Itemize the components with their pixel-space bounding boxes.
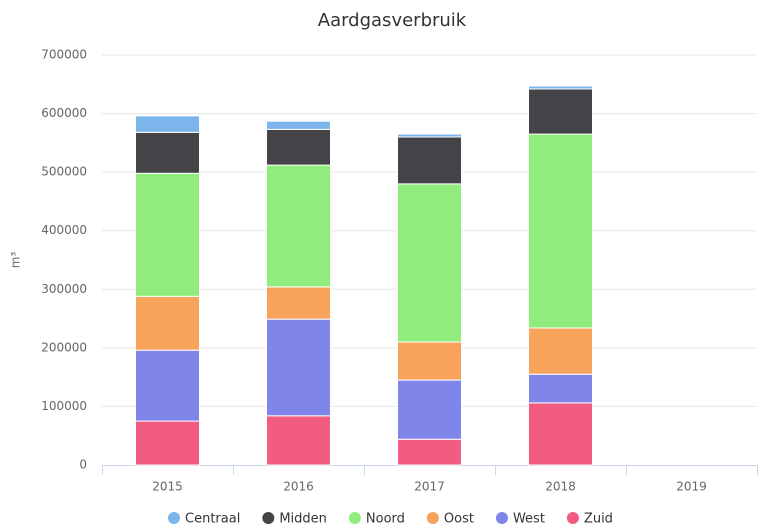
bar-segment (266, 164, 331, 288)
legend-label: Centraal (185, 512, 240, 527)
y-tick-label: 400000 (41, 223, 87, 237)
y-tick-label: 600000 (41, 106, 87, 120)
y-axis-title: m³ (9, 252, 23, 269)
legend-marker (348, 512, 361, 524)
y-tick-label: 300000 (41, 282, 87, 296)
bar-segment (135, 172, 200, 297)
legend-label: Midden (279, 512, 327, 527)
bar-segment (528, 85, 593, 90)
x-tick-label: 2019 (676, 480, 707, 494)
bar-segment (397, 183, 462, 343)
legend-marker (426, 512, 439, 524)
legend-marker (495, 512, 508, 524)
bar-segment (528, 373, 593, 404)
bar-segment (135, 420, 200, 466)
bar-segment (266, 318, 331, 417)
bar-segment (528, 133, 593, 329)
legend-label: Oost (444, 512, 474, 527)
y-tick-label: 100000 (41, 399, 87, 413)
y-tick-label: 700000 (41, 48, 87, 62)
legend-label: Zuid (584, 512, 613, 527)
legend-marker (262, 512, 275, 524)
bar-segment (135, 131, 200, 174)
bar-segment (397, 379, 462, 440)
bar-segment (266, 120, 331, 130)
bar-segment (397, 133, 462, 138)
x-tick-label: 2015 (152, 480, 183, 494)
y-tick-label: 200000 (41, 340, 87, 354)
x-tick-label: 2017 (414, 480, 445, 494)
bar-segment (266, 286, 331, 320)
bar-segment (528, 327, 593, 375)
legend-marker (168, 512, 180, 524)
bar-segment (397, 136, 462, 185)
y-tick-label: 0 (79, 458, 87, 472)
bar-segment (266, 415, 331, 466)
legend-label: West (513, 512, 545, 527)
legend-marker (566, 512, 579, 524)
bar-segment (135, 349, 200, 422)
x-tick-label: 2018 (545, 480, 576, 494)
bar-segment (397, 438, 462, 466)
bar-segment (528, 402, 593, 466)
y-tick-label: 500000 (41, 165, 87, 179)
bar-segment (135, 295, 200, 351)
legend-label: Noord (366, 512, 405, 527)
bar-segment (528, 88, 593, 135)
bar-segment (135, 115, 200, 133)
chart-title: Aardgasverbruik (318, 10, 467, 31)
bar-segment (266, 128, 331, 166)
bar-segment (397, 341, 462, 381)
x-tick-label: 2016 (283, 480, 314, 494)
